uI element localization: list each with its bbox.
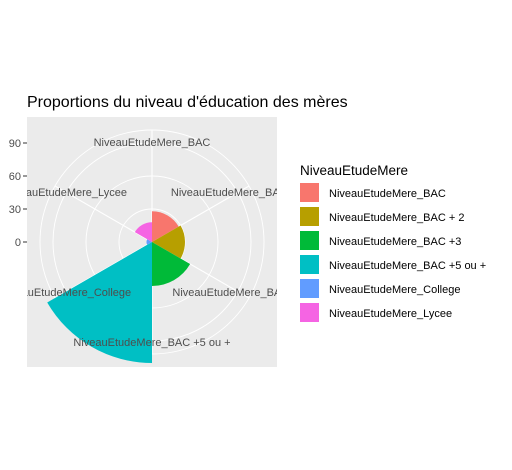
legend-label: NiveauEtudeMere_BAC +3 (329, 236, 461, 248)
legend-label: NiveauEtudeMere_College (329, 284, 460, 296)
wedge-5 (146, 239, 152, 245)
legend: NiveauEtudeMere NiveauEtudeMere_BAC Nivea… (300, 163, 486, 322)
wedge-3 (152, 242, 191, 286)
wedge-1 (152, 211, 179, 242)
legend-label: NiveauEtudeMere_Lycee (329, 308, 452, 320)
radial-tick-labels: 0 30 60 90 (9, 138, 27, 249)
legend-label: NiveauEtudeMere_BAC +5 ou + (329, 260, 486, 272)
wedge-2 (152, 225, 185, 259)
legend-swatch (300, 231, 319, 250)
legend-swatch (300, 303, 319, 322)
legend-title: NiveauEtudeMere (300, 163, 408, 178)
legend-swatch (300, 207, 319, 226)
legend-swatch (300, 255, 319, 274)
category-label: NiveauEtudeMere_BAC (94, 137, 211, 149)
category-label: NiveauEtudeMere_BAC + 2 (171, 187, 306, 199)
legend-label: NiveauEtudeMere_BAC (329, 188, 446, 200)
radial-tick-label: 0 (15, 237, 21, 249)
radial-tick-label: 30 (9, 204, 21, 216)
category-label: NiveauEtudeMere_BAC +5 ou + (73, 337, 230, 349)
chart-title: Proportions du niveau d'éducation des mè… (27, 94, 348, 111)
category-label: NiveauEtudeMere_Lycee (4, 187, 127, 199)
wedge-6 (134, 222, 152, 242)
radial-tick-label: 90 (9, 138, 21, 150)
legend-swatch (300, 183, 319, 202)
radial-tick-label: 60 (9, 171, 21, 183)
category-label: NiveauEtudeMere_College (0, 287, 131, 299)
wedges (47, 211, 191, 363)
wedge-4 (47, 242, 153, 363)
legend-swatch (300, 279, 319, 298)
category-labels: NiveauEtudeMere_BAC NiveauEtudeMere_BAC +… (0, 137, 306, 349)
legend-label: NiveauEtudeMere_BAC + 2 (329, 212, 464, 224)
category-label: NiveauEtudeMere_BAC +3 (172, 287, 304, 299)
